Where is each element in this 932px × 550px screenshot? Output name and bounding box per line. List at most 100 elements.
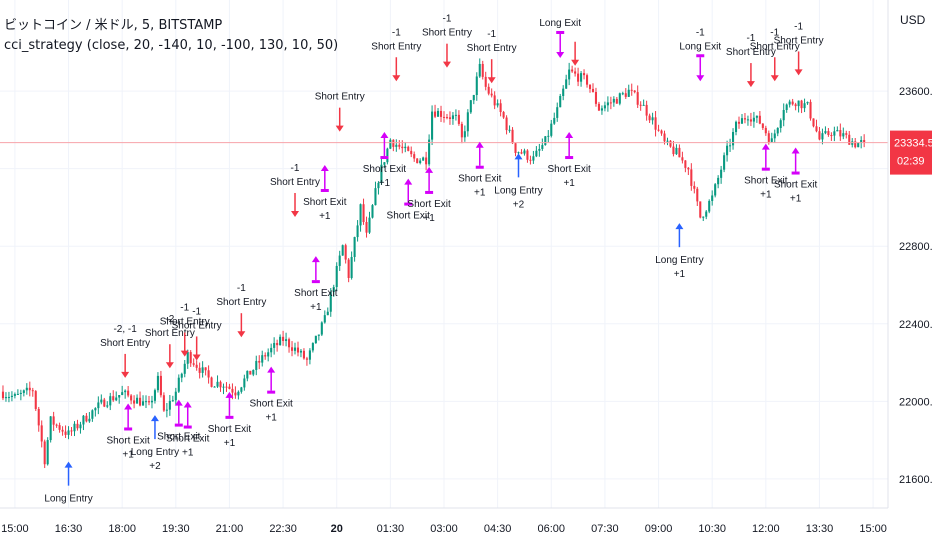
signal-label: Long Exit xyxy=(539,18,581,29)
candle xyxy=(341,244,344,256)
candle xyxy=(374,181,377,206)
candle-body xyxy=(562,88,565,97)
indicator-legend[interactable]: cci_strategy (close, 20, -140, 10, -100,… xyxy=(4,38,339,53)
candle xyxy=(636,85,639,109)
candle xyxy=(240,386,243,394)
candle xyxy=(222,383,225,395)
signal-qty: +1 xyxy=(224,438,236,449)
time-tick-label: 22:30 xyxy=(269,523,297,535)
candle xyxy=(788,99,791,108)
signal-short-entry xyxy=(571,41,580,66)
candle-body xyxy=(118,395,121,398)
candle xyxy=(61,426,64,436)
candle xyxy=(16,389,19,395)
candle xyxy=(782,103,785,127)
candle-body xyxy=(350,256,353,278)
candle xyxy=(770,132,773,143)
candle-body xyxy=(752,117,755,122)
candle-body xyxy=(344,245,347,260)
time-tick-label: 04:30 xyxy=(484,523,512,535)
candle-body xyxy=(818,131,821,140)
signal-label: Short Entry xyxy=(750,41,800,52)
signal-exit-bar xyxy=(267,390,276,394)
signal-label: Short Exit xyxy=(106,435,150,446)
candle xyxy=(419,158,422,165)
candle-body xyxy=(198,367,201,373)
signal-exit-bar xyxy=(556,30,565,34)
candle xyxy=(523,148,526,156)
candle-body xyxy=(571,69,574,72)
candle-body xyxy=(550,123,553,136)
candle xyxy=(356,220,359,242)
candle-body xyxy=(189,352,192,364)
signal-exit-bar xyxy=(565,156,574,160)
candle xyxy=(538,143,541,157)
candle xyxy=(445,113,449,120)
candle xyxy=(723,152,726,173)
candle xyxy=(606,96,609,112)
candle-body xyxy=(85,415,88,422)
candle xyxy=(779,118,782,133)
candle-body xyxy=(600,108,603,111)
candle-body xyxy=(46,440,49,465)
candle-body xyxy=(812,118,815,127)
candle xyxy=(252,369,255,377)
candle xyxy=(293,342,297,355)
candle xyxy=(657,124,660,132)
signal-short-entry: Short Entry -1 xyxy=(270,163,320,217)
candle xyxy=(299,349,303,358)
signal-label: Short Entry xyxy=(774,35,824,46)
candle-body xyxy=(174,391,177,401)
candle-body xyxy=(714,184,717,196)
signal-short-exit: Short Exit +1 xyxy=(208,391,251,449)
symbol-legend[interactable]: ビットコイン / 米ドル, 5, BITSTAMP xyxy=(4,18,223,33)
candle xyxy=(529,155,532,165)
candle-body xyxy=(669,140,672,147)
signal-short-exit: Short Exit xyxy=(157,399,201,443)
candle-body xyxy=(556,107,559,118)
candle-body xyxy=(568,69,571,80)
price-axis[interactable]: USD 21600.00 22000.00 22400.00 22800.00 2360… xyxy=(887,0,932,508)
signal-qty: +1 xyxy=(674,269,686,280)
candle-body xyxy=(603,105,606,109)
signal-arrow-head xyxy=(675,223,684,230)
signal-short-entry: Short Entry -1 xyxy=(422,14,472,68)
candle-body xyxy=(511,129,514,144)
signal-arrow-head xyxy=(237,331,246,338)
signal-short-entry: Short Entry -1 xyxy=(774,21,824,76)
candle xyxy=(70,427,73,436)
candle xyxy=(368,211,371,234)
candle xyxy=(699,201,702,219)
candle-body xyxy=(395,144,398,147)
candle-body xyxy=(675,147,678,155)
signal-qty: +1 xyxy=(122,449,134,460)
candle-body xyxy=(177,377,180,392)
candle xyxy=(585,73,589,88)
candle xyxy=(153,388,156,404)
candle-body xyxy=(76,423,79,429)
candle-body xyxy=(288,339,291,348)
candles[interactable] xyxy=(1,58,866,469)
candle xyxy=(594,87,598,107)
time-tick-label: 10:30 xyxy=(698,523,726,535)
candle-body xyxy=(186,352,189,364)
candle-body xyxy=(261,355,264,363)
candle-body xyxy=(398,144,401,147)
candle-body xyxy=(517,152,520,154)
candle-body xyxy=(660,130,663,134)
candle xyxy=(213,386,216,388)
candle-body xyxy=(162,395,165,411)
candle-body xyxy=(222,386,225,388)
candle xyxy=(204,367,207,376)
time-axis[interactable]: 15:00 16:30 18:00 19:30 21:00 22:30 20 01:30 03:… xyxy=(0,507,888,535)
candle-body xyxy=(353,237,356,257)
signal-long-exit: Long Exit xyxy=(539,18,581,58)
candle xyxy=(323,310,326,324)
candle xyxy=(761,123,764,130)
candle-body xyxy=(91,410,94,419)
candle xyxy=(800,99,803,114)
candle xyxy=(854,138,857,149)
currency-label: USD xyxy=(900,13,926,27)
candle-body xyxy=(144,401,148,403)
